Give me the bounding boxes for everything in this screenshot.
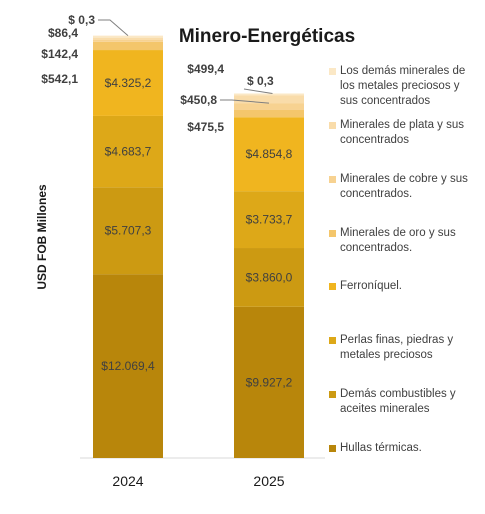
legend-label: Hullas térmicas. <box>340 442 422 454</box>
legend-item: Minerales de oro y sus concentrados. <box>329 226 479 256</box>
data-label: $3.860,0 <box>246 270 293 284</box>
data-label: $5.707,3 <box>105 224 152 238</box>
bar-segment <box>234 191 304 249</box>
legend-swatch <box>329 122 336 129</box>
legend-item: Los demás minerales de los metales preci… <box>329 64 479 109</box>
bar-segment <box>234 117 304 192</box>
leader-line <box>243 88 273 94</box>
legend-swatch <box>329 391 336 398</box>
legend-swatch <box>329 176 336 183</box>
bar-segment <box>93 274 163 458</box>
data-label: $475,5 <box>187 120 224 134</box>
bar-segment <box>93 50 163 116</box>
bar-segment <box>93 39 163 42</box>
legend-label: Minerales de oro y sus concentrados. <box>340 227 456 254</box>
legend-item: Minerales de cobre y sus concentrados. <box>329 172 479 202</box>
legend-label: Minerales de cobre y sus concentrados. <box>340 173 468 200</box>
bar-segment <box>93 187 163 275</box>
legend-swatch <box>329 230 336 237</box>
legend-label: Perlas finas, piedras y metales precioso… <box>340 334 454 361</box>
bar-segment <box>93 41 163 51</box>
data-label: $4.325,2 <box>105 76 152 90</box>
legend-item: Ferroníquel. <box>329 279 402 294</box>
bar-segment <box>234 248 304 307</box>
data-label: $9.927,2 <box>246 375 293 389</box>
legend-item: Demás combustibles y aceites minerales <box>329 387 479 417</box>
data-label: $4.683,7 <box>105 145 152 159</box>
bar-segment <box>234 306 304 458</box>
chart-title: Minero-Energéticas <box>179 26 355 47</box>
bar-segment <box>234 103 304 110</box>
legend-label: Minerales de plata y sus concentrados <box>340 119 465 146</box>
legend-label: Ferroníquel. <box>340 280 403 292</box>
data-label: $86,4 <box>48 26 78 40</box>
legend-swatch <box>329 445 336 452</box>
x-tick-labels: 2024 2025 <box>112 473 284 489</box>
data-label: $499,4 <box>187 62 224 76</box>
legend-item: Hullas térmicas. <box>329 441 422 456</box>
legend-item: Minerales de plata y sus concentrados <box>329 118 479 148</box>
x-tick-label: 2025 <box>253 473 284 489</box>
bar-segment <box>93 35 163 38</box>
leader-line <box>220 99 270 104</box>
bar-segment <box>234 93 304 96</box>
data-label: $450,8 <box>180 93 217 107</box>
data-label: $12.069,4 <box>101 359 155 373</box>
legend-swatch <box>329 68 336 75</box>
bars-group <box>93 35 304 458</box>
data-label: $ 0,3 <box>247 74 274 88</box>
data-label: $ 0,3 <box>68 13 95 27</box>
legend-item: Perlas finas, piedras y metales precioso… <box>329 333 479 363</box>
data-label: $142,4 <box>41 47 78 61</box>
y-axis-label: USD FOB Millones <box>35 184 49 290</box>
legend-label: Los demás minerales de los metales preci… <box>340 65 466 107</box>
x-tick-label: 2024 <box>112 473 143 489</box>
data-label: $542,1 <box>41 72 78 86</box>
leader-line <box>98 19 129 37</box>
bar-segment <box>93 115 163 188</box>
bar-segment <box>234 109 304 118</box>
bar-segment <box>93 37 163 40</box>
bar-segment <box>234 95 304 104</box>
legend-swatch <box>329 283 336 290</box>
data-label: $4.854,8 <box>246 147 293 161</box>
data-labels-group: $12.069,4 $5.707,3 $4.683,7 $4.325,2 $542,1 $… <box>41 13 292 389</box>
legend-swatch <box>329 337 336 344</box>
data-label: $3.733,7 <box>246 213 293 227</box>
legend-label: Demás combustibles y aceites minerales <box>340 388 456 415</box>
